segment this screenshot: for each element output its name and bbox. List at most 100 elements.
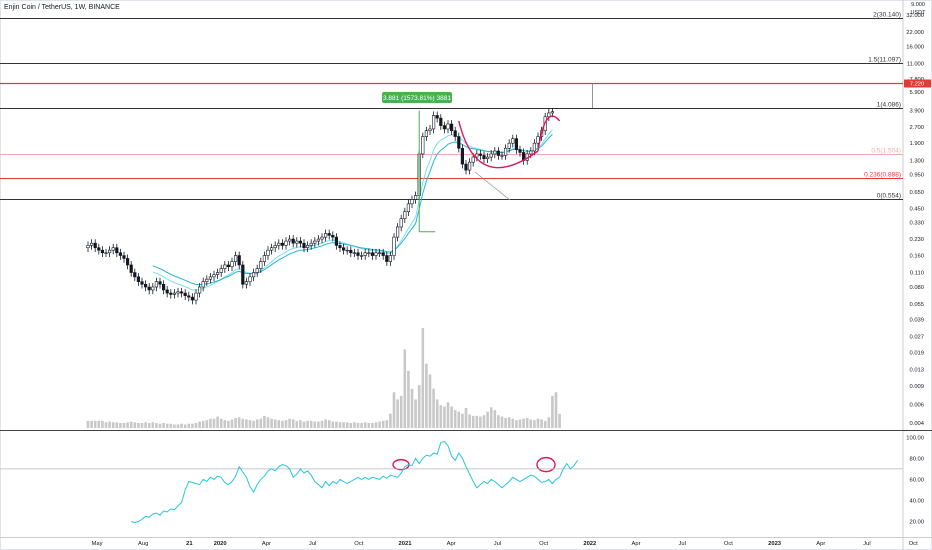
candle-up: [550, 111, 554, 114]
time-tick-label: Oct: [724, 541, 733, 547]
price-tick-label: 0.027: [909, 334, 924, 340]
candle-up: [374, 252, 378, 256]
volume-bar: [288, 418, 291, 428]
volume-bar: [500, 416, 504, 428]
candle-up: [216, 272, 220, 275]
volume-bar: [342, 422, 345, 428]
volume-bar: [468, 414, 471, 428]
candle-up: [471, 156, 475, 163]
price-tick-label: 2.700: [909, 125, 924, 131]
candle-up: [424, 130, 429, 137]
volume-bar: [335, 421, 338, 428]
time-tick-label: Apr: [447, 541, 456, 547]
price-tick-label: 0.110: [910, 271, 924, 277]
volume-bar: [435, 399, 439, 428]
volume-bar: [511, 418, 515, 428]
volume-bar: [338, 422, 342, 428]
volume-bar: [309, 420, 313, 428]
volume-bar: [86, 420, 90, 428]
volume-bar: [151, 422, 155, 428]
time-tick-label: Apr: [816, 541, 825, 547]
candle-up: [511, 138, 515, 144]
volume-bar: [144, 422, 147, 428]
candle-down: [439, 117, 443, 126]
price-tick-label: 5.900: [909, 90, 924, 96]
candle-up: [234, 255, 238, 262]
candle-up: [172, 292, 177, 295]
volume-bar: [497, 415, 500, 428]
price-tick-label: 1.300: [909, 158, 924, 164]
volume-bar: [273, 419, 277, 428]
candle-down: [457, 136, 461, 149]
price-tick-label: 16.000: [906, 44, 924, 50]
candle-up: [201, 281, 205, 288]
volume-bar: [486, 411, 489, 428]
volume-bar: [425, 363, 428, 428]
volume-bar: [450, 406, 453, 428]
rsi-tick-label: 100.00: [906, 435, 924, 441]
moving-average-ribbon: [152, 129, 553, 291]
volume-bar: [277, 420, 281, 428]
volume-bar: [111, 422, 115, 428]
time-tick-label: Oct: [354, 541, 363, 547]
drawings[interactable]: 3.881 (1573.81%) 3881: [0, 82, 903, 473]
candle-up: [431, 115, 436, 130]
candle-up: [223, 264, 227, 269]
volume-bar: [201, 420, 205, 428]
volume-bar: [367, 423, 371, 428]
candle-down: [449, 123, 454, 132]
volume-bar: [518, 419, 522, 428]
volume-bar: [320, 420, 324, 428]
price-tick-label: 0.650: [909, 190, 924, 196]
axis-currency: USDT: [911, 10, 927, 16]
time-tick-label: Oct: [909, 541, 918, 547]
moving-average-line: [152, 134, 553, 286]
volume-bar: [360, 423, 363, 428]
rsi-tick-label: 60.00: [909, 477, 924, 483]
rsi-annotation-circle: [536, 456, 556, 473]
volume-bar: [457, 411, 461, 428]
candle-down: [478, 153, 483, 156]
volume-bar: [392, 392, 396, 428]
volume-bar: [270, 418, 273, 428]
time-tick-label: Apr: [262, 541, 271, 547]
volume-bar: [540, 419, 543, 428]
candle-up: [151, 286, 155, 291]
candle-up: [421, 136, 425, 155]
candle-up: [406, 203, 411, 213]
volume-bar: [255, 419, 259, 428]
candle-up: [230, 261, 234, 268]
candle-down: [435, 115, 439, 119]
time-tick-label: Jul: [494, 541, 501, 547]
candle-down: [514, 138, 518, 150]
rsi-tick-label: 40.00: [909, 498, 924, 504]
volume-bar: [115, 422, 119, 428]
candle-up: [244, 281, 249, 285]
volume-bar: [122, 423, 126, 428]
volume-bar: [421, 328, 425, 428]
volume-bar: [187, 423, 191, 428]
volume-bar: [536, 418, 540, 428]
fib-retracement[interactable]: 2(30.140) 1.5(11.097) 1(4.086) 0.5(1.504) 0.…: [0, 12, 903, 200]
candle-down: [187, 295, 191, 298]
volume-bar: [493, 410, 497, 428]
time-tick-label: Jul: [863, 541, 870, 547]
price-tick-label: 0.160: [909, 254, 924, 260]
price-tick-label: 11.000: [907, 61, 924, 67]
volume-bar: [385, 420, 389, 428]
volume-bar: [475, 415, 479, 428]
price-tick-label: 22.000: [906, 30, 924, 36]
volume-bar: [147, 423, 151, 428]
volume-bar: [381, 420, 385, 428]
volume-bar: [446, 402, 450, 428]
candle-down: [158, 281, 162, 285]
volume-bar: [93, 420, 97, 428]
volume-bar: [306, 420, 309, 428]
candle-up: [352, 252, 357, 254]
candle-down: [381, 252, 385, 256]
volume-bar: [263, 415, 266, 428]
trend-line: [474, 171, 511, 201]
volume-bar: [266, 417, 270, 428]
candle-down: [165, 289, 169, 294]
